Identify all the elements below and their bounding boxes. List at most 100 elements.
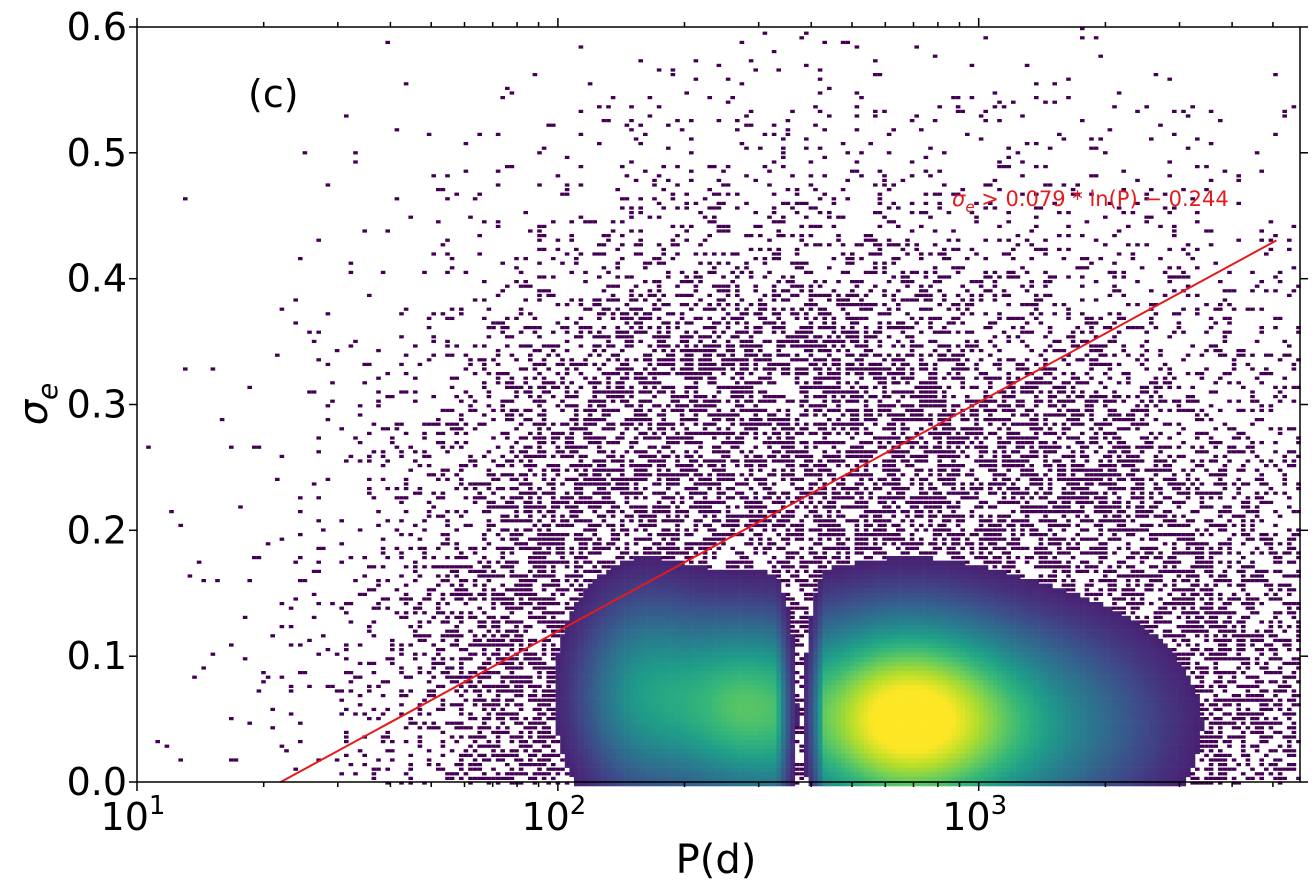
heatmap-bin (380, 694, 386, 698)
heatmap-bin (574, 395, 579, 399)
heatmap-bin (316, 450, 321, 454)
heatmap-bin (578, 763, 584, 768)
heatmap-bin (693, 399, 699, 403)
heatmap-bin (597, 707, 602, 713)
heatmap-bin (725, 758, 731, 764)
heatmap-bin (666, 146, 671, 150)
heatmap-bin (541, 556, 547, 560)
heatmap-bin (546, 758, 551, 762)
heatmap-bin (564, 666, 570, 672)
heatmap-bin (601, 464, 607, 468)
heatmap-bin (675, 395, 680, 399)
density-heatmap (146, 27, 1301, 787)
heatmap-bin (656, 344, 662, 348)
heatmap-bin (606, 335, 611, 339)
heatmap-bin (615, 730, 621, 736)
heatmap-bin (721, 606, 727, 612)
heatmap-bin (739, 142, 745, 146)
heatmap-bin (721, 675, 727, 681)
heatmap-bin (702, 625, 708, 630)
heatmap-bin (666, 588, 671, 594)
heatmap-bin (298, 510, 303, 514)
heatmap-bin (597, 758, 602, 764)
heatmap-bin (518, 583, 524, 587)
heatmap-bin (541, 454, 547, 459)
heatmap-bin (702, 353, 708, 357)
heatmap-bin (721, 353, 726, 357)
heatmap-bin (643, 652, 648, 658)
heatmap-bin (537, 289, 542, 293)
heatmap-bin (675, 652, 681, 658)
heatmap-bin (610, 721, 616, 727)
heatmap-bin (505, 666, 510, 670)
heatmap-bin (707, 307, 712, 311)
heatmap-bin (569, 671, 575, 676)
heatmap-bin (693, 666, 699, 672)
heatmap-bin (725, 358, 731, 362)
heatmap-bin (514, 408, 519, 413)
heatmap-bin (679, 579, 685, 584)
heatmap-bin (514, 629, 519, 633)
heatmap-bin (578, 473, 584, 477)
heatmap-bin (454, 427, 459, 431)
heatmap-bin (633, 726, 639, 732)
heatmap-bin (666, 533, 671, 537)
heatmap-bin (684, 349, 689, 353)
heatmap-bin (610, 220, 616, 224)
heatmap-bin (486, 758, 492, 762)
heatmap-bin (633, 684, 639, 690)
heatmap-bin (555, 473, 561, 477)
heatmap-bin (739, 473, 745, 477)
heatmap-bin (597, 523, 602, 528)
heatmap-bin (629, 611, 635, 617)
heatmap-bin (560, 551, 565, 555)
heatmap-bin (670, 68, 676, 72)
heatmap-bin (620, 763, 625, 768)
heatmap-bin (661, 247, 666, 252)
heatmap-bin (578, 657, 584, 663)
heatmap-bin (721, 473, 726, 477)
heatmap-bin (486, 776, 492, 781)
heatmap-bin (675, 749, 681, 755)
heatmap-bin (564, 519, 570, 523)
heatmap-bin (569, 418, 574, 422)
heatmap-bin (643, 413, 648, 417)
heatmap-bin (656, 588, 662, 594)
heatmap-bin (721, 367, 726, 371)
heatmap-bin (689, 712, 694, 718)
heatmap-bin (344, 643, 349, 647)
heatmap-bin (721, 579, 727, 584)
heatmap-bin (629, 385, 634, 390)
heatmap-bin (592, 551, 597, 555)
heatmap-bin (716, 730, 722, 736)
heatmap-bin (564, 652, 570, 658)
heatmap-bin (560, 537, 565, 541)
heatmap-bin (606, 740, 612, 745)
heatmap-bin (620, 772, 625, 778)
heatmap-bin (661, 707, 667, 713)
heatmap-bin (735, 625, 740, 630)
heatmap-bin (730, 606, 736, 612)
heatmap-bin (578, 303, 584, 307)
heatmap-bin (656, 579, 662, 584)
heatmap-bin (376, 376, 381, 380)
heatmap-bin (725, 441, 731, 445)
heatmap-bin (643, 496, 648, 500)
heatmap-bin (587, 381, 593, 385)
heatmap-bin (739, 344, 745, 348)
heatmap-bin (408, 717, 413, 721)
heatmap-bin (716, 284, 722, 288)
heatmap-bin (670, 767, 676, 773)
heatmap-bin (615, 634, 621, 640)
heatmap-bin (459, 556, 464, 560)
heatmap-bin (495, 671, 501, 675)
heatmap-bin (514, 689, 519, 693)
heatmap-bin (629, 698, 635, 704)
heatmap-bin (638, 243, 643, 247)
heatmap-bin (583, 592, 589, 598)
heatmap-bin (629, 459, 634, 463)
heatmap-bin (689, 648, 694, 653)
heatmap-bin (357, 413, 363, 417)
heatmap-bin (546, 730, 551, 735)
heatmap-bin (652, 615, 658, 621)
